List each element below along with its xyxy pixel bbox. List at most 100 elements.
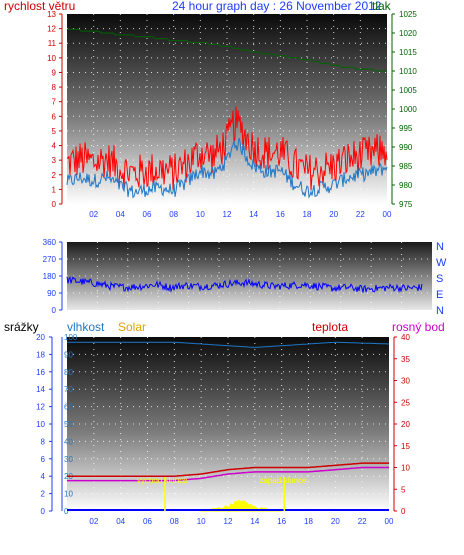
temperature-y-tick-label: 40 <box>401 333 410 342</box>
rain-y-tick-label: 4 <box>41 472 46 481</box>
humidity-y-tick-label: 0 <box>64 507 69 516</box>
climate-x-tick-label: 06 <box>143 517 152 526</box>
humidity-y-tick-label: 100 <box>64 333 78 342</box>
climate-x-tick-label: 08 <box>170 517 179 526</box>
rain-y-tick-label: 20 <box>36 333 45 342</box>
wind-axis-label: rychlost větru <box>4 0 75 13</box>
pressure-y-tick-label: 995 <box>399 124 413 133</box>
climate-x-tick-label: 20 <box>331 517 340 526</box>
pressure-y-tick-label: 1000 <box>399 105 417 114</box>
climate-x-tick-label: 12 <box>224 517 233 526</box>
rain-y-tick-label: 18 <box>36 350 45 359</box>
wind-y-tick-label: 0 <box>52 200 57 209</box>
humidity-y-tick-label: 10 <box>64 490 73 499</box>
direction-y-tick-label: 360 <box>43 238 57 247</box>
humidity-y-tick-label: 40 <box>64 437 73 446</box>
humidity-y-tick-label: 70 <box>64 385 73 394</box>
pressure-y-tick-label: 975 <box>399 200 413 209</box>
temperature-y-tick-label: 0 <box>401 507 406 516</box>
rain-y-tick-label: 10 <box>36 420 45 429</box>
wind-x-tick-label: 10 <box>196 210 205 219</box>
compass-w: W <box>436 257 447 269</box>
wind-y-tick-label: 9 <box>52 68 57 77</box>
wind-x-tick-label: 16 <box>276 210 285 219</box>
sunset-label: západ slunce <box>259 476 307 485</box>
temperature-y-tick-label: 30 <box>401 377 410 386</box>
pressure-y-tick-label: 1005 <box>399 86 417 95</box>
wind-x-tick-label: 04 <box>116 210 125 219</box>
wind-y-tick-label: 5 <box>52 127 57 136</box>
direction-y-tick-label: 180 <box>43 272 57 281</box>
compass-s: S <box>436 273 443 285</box>
pressure-y-tick-label: 1020 <box>399 29 417 38</box>
compass-n-top: N <box>436 241 444 253</box>
wind-y-tick-label: 11 <box>48 39 57 48</box>
temperature-y-tick-label: 35 <box>401 355 410 364</box>
wind-y-tick-label: 8 <box>52 83 57 92</box>
wind-y-tick-label: 10 <box>47 54 56 63</box>
wind-y-tick-label: 12 <box>47 25 56 34</box>
pressure-y-tick-label: 1025 <box>399 10 417 19</box>
pressure-y-tick-label: 1010 <box>399 67 417 76</box>
wind-x-tick-label: 22 <box>356 210 365 219</box>
pressure-series <box>67 28 387 72</box>
pressure-y-tick-label: 1015 <box>399 48 417 57</box>
wind-x-tick-label: 06 <box>143 210 152 219</box>
wind-y-tick-label: 7 <box>52 98 57 107</box>
climate-x-tick-label: 16 <box>277 517 286 526</box>
rain-y-tick-label: 12 <box>36 403 45 412</box>
temperature-y-tick-label: 10 <box>401 464 410 473</box>
wind-x-tick-label: 14 <box>249 210 258 219</box>
compass-e: E <box>436 289 443 301</box>
wind-y-tick-label: 6 <box>52 112 57 121</box>
chart-title: 24 hour graph day : 26 November 2012 <box>172 0 382 13</box>
climate-x-tick-label: 02 <box>89 517 98 526</box>
wind-x-tick-label: 02 <box>89 210 98 219</box>
direction-y-tick-label: 0 <box>52 306 57 315</box>
rain-y-tick-label: 6 <box>41 455 46 464</box>
wind-gust-series <box>66 106 388 191</box>
temperature-y-tick-label: 20 <box>401 420 410 429</box>
humidity-axis-label: vlhkost <box>67 320 105 334</box>
rain-y-tick-label: 8 <box>41 437 46 446</box>
temperature-y-tick-label: 5 <box>401 485 406 494</box>
temperature-axis-label: teplota <box>312 320 348 334</box>
solar-axis-label: Solar <box>118 320 146 334</box>
rain-y-tick-label: 0 <box>41 507 46 516</box>
climate-x-tick-label: 00 <box>385 517 394 526</box>
wind-y-tick-label: 1 <box>52 185 57 194</box>
sunrise-label: východ slunce <box>137 476 188 485</box>
rain-y-tick-label: 2 <box>41 490 46 499</box>
climate-x-tick-label: 18 <box>304 517 313 526</box>
temperature-y-tick-label: 25 <box>401 398 410 407</box>
wind-average-series <box>66 137 388 199</box>
wind-x-tick-label: 12 <box>223 210 232 219</box>
rain-axis-label: srážky <box>4 320 39 334</box>
rain-y-tick-label: 14 <box>36 385 45 394</box>
temperature-series <box>67 462 389 477</box>
dewpoint-axis-label: rosný bod <box>392 320 445 334</box>
humidity-y-tick-label: 60 <box>64 403 73 412</box>
wind-x-tick-label: 08 <box>169 210 178 219</box>
wind-y-tick-label: 4 <box>52 142 57 151</box>
pressure-y-tick-label: 985 <box>399 162 413 171</box>
wind-x-tick-label: 20 <box>329 210 338 219</box>
pressure-y-tick-label: 990 <box>399 143 413 152</box>
humidity-y-tick-label: 30 <box>64 455 73 464</box>
climate-x-tick-label: 04 <box>116 517 125 526</box>
pressure-y-tick-label: 980 <box>399 181 413 190</box>
humidity-y-tick-label: 80 <box>64 368 73 377</box>
climate-x-tick-label: 10 <box>197 517 206 526</box>
direction-y-tick-label: 90 <box>47 289 56 298</box>
wind-y-tick-label: 2 <box>52 171 57 180</box>
dewpoint-series <box>67 466 389 482</box>
rain-y-tick-label: 16 <box>36 368 45 377</box>
wind-x-tick-label: 00 <box>383 210 392 219</box>
wind-x-tick-label: 18 <box>303 210 312 219</box>
climate-x-tick-label: 22 <box>358 517 367 526</box>
wind-y-tick-label: 3 <box>52 156 57 165</box>
pressure-axis-label: tlak <box>372 0 392 13</box>
compass-n-bottom: N <box>436 305 444 317</box>
